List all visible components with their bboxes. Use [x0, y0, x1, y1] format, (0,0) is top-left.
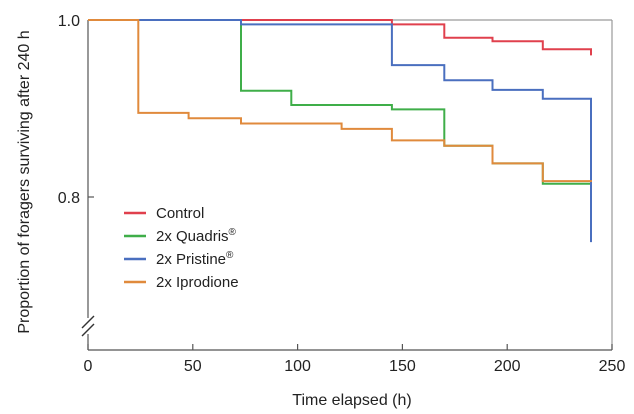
axes: 1.0 0.8 0 50 100 150 200 250 [58, 13, 626, 375]
legend-label: 2x Pristine® [156, 250, 234, 268]
legend-label: Control [156, 205, 204, 222]
legend-item-2x-quadris: 2x Quadris® [124, 227, 237, 245]
x-tick-label: 0 [84, 358, 93, 375]
y-axis-title: Proportion of foragers surviving after 2… [16, 30, 33, 333]
series-line-2x-iprodione [88, 19, 592, 183]
x-tick-label: 50 [184, 358, 202, 375]
legend-label: 2x Quadris® [156, 227, 237, 245]
x-tick-label: 250 [599, 358, 626, 375]
series-line-2x-quadris [88, 19, 592, 186]
series-line-2x-pristine [88, 19, 592, 243]
y-tick-label: 0.8 [58, 190, 80, 207]
y-axis-break-marker [81, 315, 95, 337]
legend-item-control: Control [124, 205, 204, 222]
legend-item-2x-pristine: 2x Pristine® [124, 250, 234, 268]
y-tick-label: 1.0 [58, 13, 80, 30]
x-tick-label: 150 [389, 358, 416, 375]
x-axis-title: Time elapsed (h) [292, 392, 411, 409]
series-line-control [88, 19, 592, 56]
legend: Control 2x Quadris® 2x Pristine® 2x Iprodio… [124, 205, 239, 291]
legend-item-2x-iprodione: 2x Iprodione [124, 274, 239, 291]
legend-label: 2x Iprodione [156, 274, 239, 291]
series-layer [88, 19, 592, 243]
x-tick-label: 200 [494, 358, 521, 375]
x-tick-label: 100 [284, 358, 311, 375]
